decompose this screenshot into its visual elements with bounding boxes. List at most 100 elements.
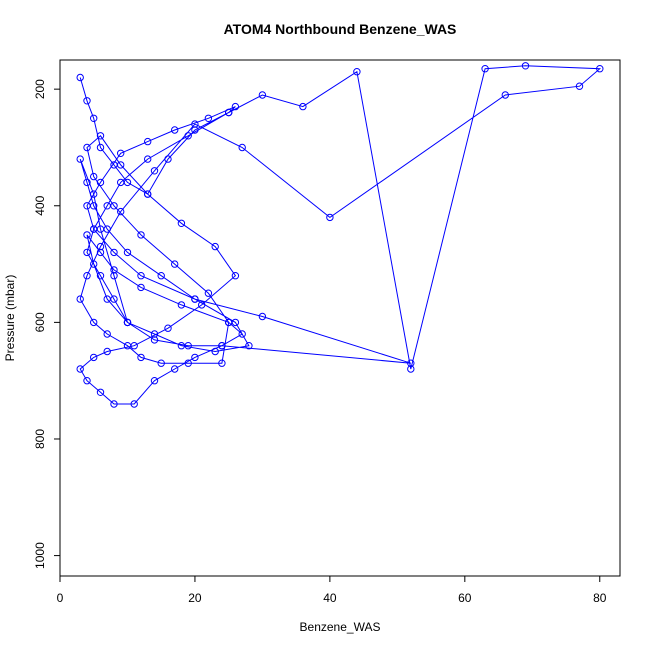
data-point bbox=[90, 190, 98, 198]
data-point bbox=[90, 353, 98, 362]
data-point bbox=[117, 161, 125, 169]
data-point bbox=[83, 97, 91, 105]
data-point bbox=[164, 324, 172, 332]
data-point bbox=[130, 342, 138, 350]
data-point bbox=[83, 231, 91, 239]
data-point bbox=[90, 114, 98, 123]
x-tick-label: 40 bbox=[323, 591, 337, 605]
data-point bbox=[117, 149, 125, 158]
data-point bbox=[90, 172, 98, 181]
data-point bbox=[326, 213, 334, 222]
plot-frame bbox=[59, 59, 621, 577]
data-point bbox=[150, 377, 159, 385]
data-point bbox=[231, 272, 240, 280]
plot-area bbox=[76, 62, 604, 408]
y-axis: 200 400 600 800 1000 bbox=[33, 79, 60, 569]
data-point bbox=[258, 91, 267, 99]
data-point bbox=[171, 126, 179, 134]
data-point bbox=[258, 312, 267, 321]
data-point bbox=[157, 359, 165, 367]
y-axis-label: Pressure (mbar) bbox=[3, 275, 17, 362]
x-tick-label: 80 bbox=[593, 591, 607, 605]
data-point bbox=[150, 167, 159, 175]
data-point bbox=[211, 347, 219, 356]
data-point bbox=[353, 68, 361, 76]
data-point bbox=[198, 301, 206, 309]
data-point bbox=[76, 155, 84, 163]
data-point bbox=[96, 388, 105, 396]
data-point bbox=[184, 359, 192, 367]
data-point bbox=[103, 202, 111, 210]
data-point bbox=[218, 359, 226, 367]
data-point bbox=[137, 231, 145, 239]
data-point bbox=[90, 202, 98, 210]
data-point bbox=[204, 114, 213, 123]
data-point bbox=[110, 295, 118, 303]
data-point bbox=[144, 190, 152, 198]
data-point bbox=[407, 359, 415, 367]
x-tick-label: 20 bbox=[188, 591, 202, 605]
data-point bbox=[110, 248, 118, 257]
data-point bbox=[103, 330, 111, 338]
y-tick-label: 600 bbox=[33, 312, 47, 332]
y-tick-label: 200 bbox=[33, 79, 47, 99]
data-point bbox=[191, 295, 199, 303]
x-tick-label: 0 bbox=[57, 591, 64, 605]
data-point bbox=[83, 178, 91, 187]
data-point bbox=[299, 102, 307, 111]
data-point bbox=[144, 137, 152, 146]
y-tick-label: 400 bbox=[33, 195, 47, 215]
y-tick-label: 800 bbox=[33, 429, 47, 449]
data-point bbox=[96, 132, 105, 140]
data-point bbox=[90, 318, 98, 327]
data-point bbox=[137, 272, 145, 280]
data-point bbox=[117, 178, 125, 187]
data-point bbox=[177, 301, 186, 309]
data-point bbox=[171, 260, 179, 268]
x-tick-label: 60 bbox=[458, 591, 472, 605]
data-point bbox=[110, 400, 118, 408]
data-point bbox=[231, 102, 240, 111]
data-point bbox=[96, 143, 105, 152]
data-point bbox=[191, 120, 199, 128]
data-point bbox=[481, 65, 489, 73]
data-point bbox=[76, 73, 84, 82]
data-point bbox=[123, 318, 132, 327]
x-axis: 0 20 40 60 80 bbox=[57, 576, 607, 605]
data-point bbox=[83, 143, 91, 152]
data-point bbox=[521, 62, 530, 70]
data-point bbox=[83, 377, 91, 385]
data-point bbox=[137, 283, 145, 292]
data-point bbox=[150, 336, 159, 344]
data-point bbox=[177, 219, 186, 228]
data-point bbox=[76, 365, 84, 373]
data-point bbox=[218, 342, 226, 350]
data-point bbox=[231, 318, 240, 327]
data-point bbox=[238, 330, 246, 338]
data-point bbox=[130, 400, 138, 408]
data-point bbox=[76, 295, 84, 303]
data-point bbox=[96, 272, 105, 280]
data-point bbox=[96, 178, 105, 187]
data-point bbox=[596, 65, 604, 73]
data-point bbox=[90, 260, 98, 268]
series-line bbox=[79, 65, 602, 405]
data-point bbox=[110, 266, 118, 274]
data-point bbox=[238, 143, 246, 152]
data-point bbox=[225, 108, 233, 117]
data-point bbox=[123, 248, 132, 257]
data-point bbox=[407, 365, 415, 373]
data-point bbox=[575, 82, 584, 90]
data-point bbox=[164, 155, 172, 163]
data-point bbox=[191, 353, 199, 362]
data-point bbox=[96, 248, 105, 257]
chart-title: ATOM4 Northbound Benzene_WAS bbox=[224, 21, 457, 37]
data-point bbox=[137, 353, 145, 362]
data-point bbox=[83, 248, 91, 257]
data-point bbox=[83, 272, 91, 280]
data-point bbox=[204, 289, 213, 297]
data-point bbox=[150, 330, 159, 338]
data-point bbox=[96, 225, 105, 233]
data-point bbox=[144, 155, 152, 163]
